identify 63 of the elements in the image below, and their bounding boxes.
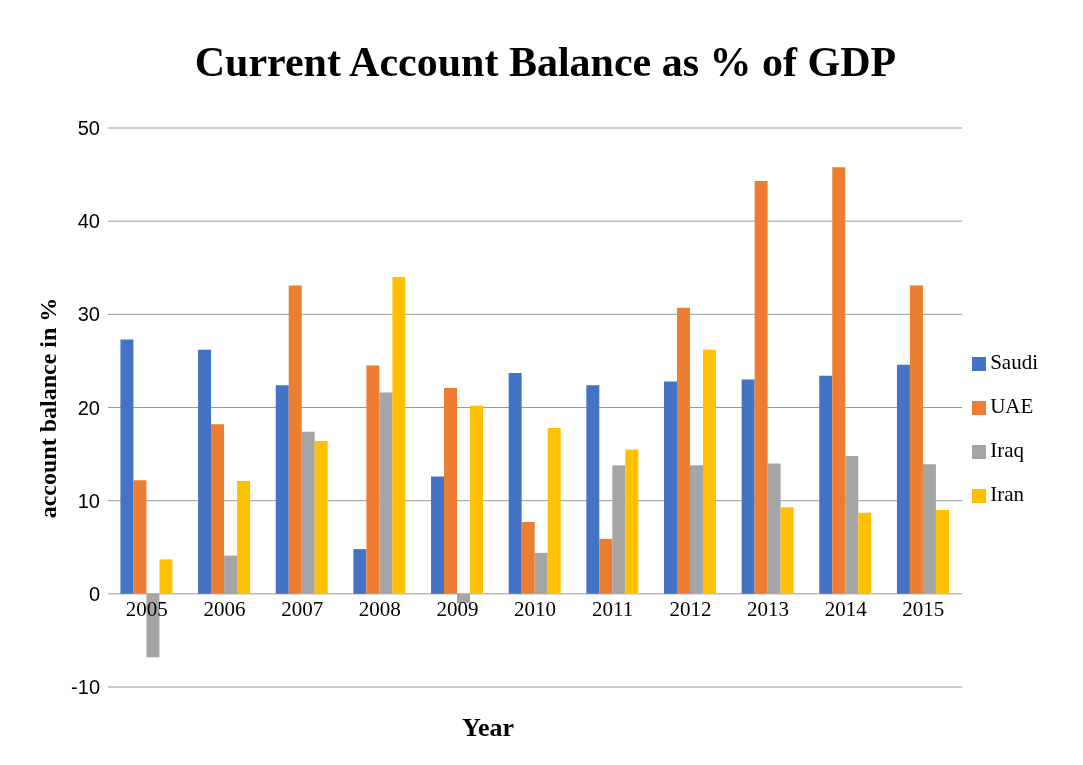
bar: [288, 285, 302, 594]
x-axis-title: Year: [461, 713, 515, 743]
x-tick-label: 2013: [747, 596, 790, 621]
bar: [676, 307, 690, 594]
bar: [392, 277, 406, 594]
bar: [741, 379, 755, 594]
bar: [832, 167, 846, 594]
x-tick-label: 2009: [436, 596, 479, 621]
bar: [224, 555, 238, 594]
y-tick-label: 50: [77, 117, 100, 140]
legend-label: Iraq: [990, 438, 1024, 462]
bar: [431, 476, 445, 594]
bar: [754, 181, 768, 594]
y-tick-label: 0: [88, 582, 100, 605]
bar: [819, 375, 833, 594]
bar: [780, 507, 794, 594]
y-tick-label: 10: [77, 489, 100, 512]
bar: [896, 364, 910, 594]
x-tick-label: 2012: [669, 596, 712, 621]
bar: [508, 373, 522, 594]
bar: [547, 428, 561, 594]
bar: [586, 385, 600, 594]
bar: [909, 285, 923, 594]
bar: [314, 441, 328, 594]
x-tick-label: 2010: [514, 596, 557, 621]
y-tick-label: -10: [71, 676, 100, 699]
bar: [663, 381, 677, 594]
y-tick-label: 40: [77, 210, 100, 233]
bar: [444, 387, 458, 594]
bar: [301, 431, 315, 594]
bar: [702, 349, 716, 594]
x-tick-label: 2014: [824, 596, 868, 621]
x-tick-label: 2008: [358, 596, 401, 621]
bar: [379, 392, 393, 594]
x-tick-label: 2007: [281, 596, 324, 621]
legend-label: Saudi: [990, 350, 1038, 374]
bar: [159, 559, 173, 594]
x-tick-label: 2006: [203, 596, 246, 621]
bar: [625, 449, 639, 594]
x-tick-label: 2005: [125, 596, 168, 621]
legend-label: UAE: [990, 394, 1034, 418]
bar: [353, 549, 367, 594]
legend-label: Iran: [990, 482, 1024, 506]
y-tick-label: 20: [77, 396, 100, 419]
bar: [198, 349, 212, 594]
bar: [120, 339, 134, 594]
y-tick-label: 30: [77, 303, 100, 326]
bar: [133, 480, 147, 594]
x-tick-label: 2011: [592, 596, 634, 621]
x-tick-label: 2015: [902, 596, 945, 621]
bar: [935, 509, 949, 594]
bar: [534, 552, 548, 594]
bar: [211, 424, 225, 594]
bar: [599, 538, 613, 594]
bar: [689, 465, 703, 594]
chart-title: Current Account Balance as % of GDP: [193, 38, 898, 87]
y-axis-title: account balance in %: [34, 297, 62, 518]
bar: [521, 522, 535, 594]
bar: [470, 405, 484, 594]
bar: [275, 385, 289, 594]
bar: [858, 512, 872, 594]
bar: [237, 481, 251, 594]
bar: [366, 365, 380, 594]
